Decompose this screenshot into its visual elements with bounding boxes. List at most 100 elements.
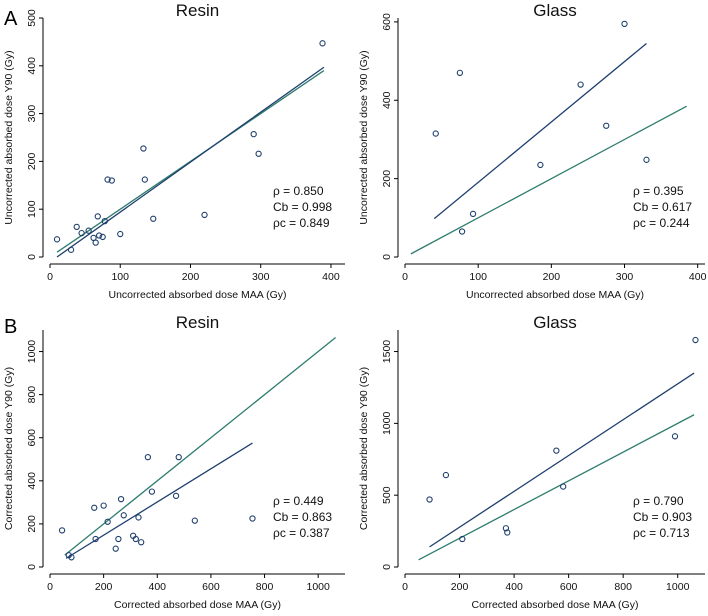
data-point	[442, 471, 450, 479]
chart-title: Glass	[533, 313, 576, 332]
y-tick-label: 400	[381, 91, 393, 109]
data-point	[692, 336, 699, 344]
data-point	[78, 229, 85, 237]
x-tick-label: 200	[182, 271, 200, 283]
y-axis-label: Corrected absorbed dose Y90 (Gy)	[358, 367, 370, 530]
x-tick-label: 300	[252, 271, 270, 283]
y-tick-label: 1000	[381, 412, 393, 436]
y-tick-label: 200	[381, 170, 393, 188]
x-tick-label: 800	[614, 581, 632, 593]
x-tick-label: 100	[111, 271, 129, 283]
data-point	[643, 156, 650, 163]
data-point	[53, 236, 61, 243]
y-tick-label: 0	[26, 564, 38, 570]
data-point	[115, 535, 122, 543]
chart-panel-3: Resin 0 200 400 600 800 1000 0 200 400 600 800 1000 C…	[3, 313, 345, 611]
data-point	[458, 228, 466, 235]
chart-title: Glass	[533, 1, 576, 20]
data-point	[504, 529, 511, 536]
stat-label: ρ = 0.850	[273, 184, 324, 198]
chart-title: Resin	[176, 313, 219, 332]
data-point	[91, 504, 98, 511]
y-tick-label: 0	[26, 254, 38, 260]
x-tick-label: 200	[451, 581, 469, 593]
identity-line	[410, 105, 688, 255]
x-tick-label: 0	[402, 581, 408, 593]
chart-panel-4: Glass 0 200 400 600 800 1000 0 500 1000 1500 Correc…	[358, 313, 705, 611]
data-point	[96, 232, 103, 239]
y-tick-label: 0	[381, 564, 393, 570]
stat-label: ρ = 0.449	[273, 494, 324, 508]
data-point	[459, 535, 466, 543]
data-point	[621, 20, 628, 28]
x-tick-label: 0	[47, 581, 53, 593]
data-point	[73, 223, 80, 231]
stat-label: ρ = 0.395	[633, 184, 684, 198]
data-point	[319, 40, 326, 47]
data-point	[120, 512, 127, 519]
data-point	[140, 145, 147, 152]
y-tick-label: 600	[26, 429, 38, 447]
x-tick-label: 0	[47, 271, 53, 283]
stat-label: ρc = 0.244	[633, 216, 690, 230]
data-point	[138, 539, 145, 546]
panel-label-a: A	[4, 8, 18, 30]
x-tick-label: 400	[149, 581, 167, 593]
x-axis-label: Uncorrected absorbed dose MAA (Gy)	[109, 289, 287, 301]
data-point	[577, 81, 584, 88]
identity-line	[418, 414, 695, 561]
data-point	[150, 215, 157, 222]
data-point	[255, 150, 262, 157]
x-tick-label: 400	[689, 271, 707, 283]
x-tick-label: 400	[322, 271, 340, 283]
data-point	[92, 535, 99, 543]
x-tick-label: 600	[560, 581, 578, 593]
stat-label: ρc = 0.849	[273, 216, 330, 230]
regression-line	[56, 66, 325, 258]
chart-panel-1: Resin 0 100 200 300 400 0 100 200 300 400 500 Uncorr…	[3, 1, 345, 301]
data-point	[141, 176, 148, 183]
y-tick-label: 800	[26, 386, 38, 404]
data-point	[201, 211, 208, 219]
data-point	[67, 246, 75, 253]
panel-label-b: B	[4, 316, 18, 338]
identity-line	[64, 337, 337, 556]
data-point	[432, 130, 439, 137]
data-point	[671, 433, 679, 440]
x-tick-label: 400	[505, 581, 523, 593]
data-point	[112, 545, 119, 552]
y-tick-label: 400	[26, 57, 38, 75]
regression-line	[65, 442, 253, 559]
y-tick-label: 0	[381, 254, 393, 260]
y-tick-label: 500	[26, 9, 38, 27]
stat-label: ρc = 0.387	[273, 526, 330, 540]
x-axis-label: Corrected absorbed dose MAA (Gy)	[472, 599, 639, 611]
data-point	[250, 131, 257, 138]
y-tick-label: 400	[26, 472, 38, 490]
y-tick-label: 1000	[26, 340, 38, 364]
x-axis-label: Corrected absorbed dose MAA (Gy)	[114, 599, 281, 611]
data-point	[100, 502, 107, 509]
x-tick-label: 100	[469, 271, 487, 283]
stat-label: Cb = 0.617	[633, 200, 692, 214]
data-point	[469, 210, 477, 218]
data-point	[135, 514, 142, 521]
y-axis-label: Uncorrected absorbed dose Y90 (Gy)	[3, 50, 15, 224]
y-tick-label: 300	[26, 105, 38, 123]
data-point	[117, 495, 125, 503]
data-point	[603, 122, 610, 129]
data-point	[68, 554, 75, 561]
data-point	[172, 492, 180, 500]
x-tick-label: 1000	[666, 581, 690, 593]
y-tick-label: 500	[381, 486, 393, 504]
data-point	[456, 69, 464, 77]
x-tick-label: 300	[616, 271, 634, 283]
y-tick-label: 100	[26, 200, 38, 218]
stat-label: ρ = 0.790	[633, 494, 684, 508]
data-point	[560, 483, 567, 490]
stat-label: ρc = 0.713	[633, 526, 690, 540]
x-tick-label: 600	[202, 581, 220, 593]
y-axis-label: Corrected absorbed dose Y90 (Gy)	[3, 367, 15, 530]
